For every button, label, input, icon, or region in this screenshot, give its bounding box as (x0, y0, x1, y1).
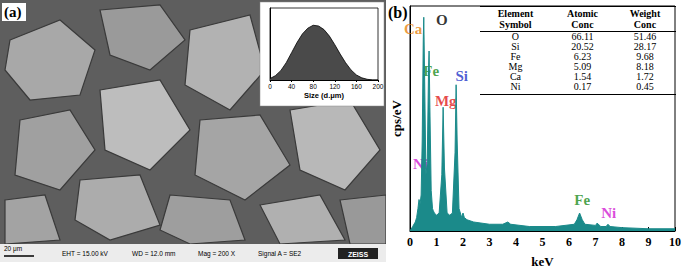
html-text:Conc: Conc (571, 19, 594, 30)
html-text:8.18: 8.18 (636, 61, 654, 72)
svg-text:(a): (a) (4, 4, 22, 21)
svg-text:0: 0 (268, 83, 272, 90)
html-text:20.52: 20.52 (571, 41, 594, 52)
svg-text:2: 2 (460, 235, 466, 249)
svg-text:40: 40 (288, 83, 296, 90)
html-text:0.17: 0.17 (573, 81, 592, 92)
svg-text:EHT = 15.00 kV: EHT = 15.00 kV (62, 250, 109, 257)
svg-text:Signal A = SE2: Signal A = SE2 (258, 250, 302, 258)
svg-text:200: 200 (373, 83, 384, 90)
svg-text:O: O (436, 12, 448, 28)
svg-text:8: 8 (619, 235, 625, 249)
html-text:Symbol: Symbol (499, 19, 532, 30)
html-text:(b): (b) (388, 4, 408, 21)
svg-text:120: 120 (329, 83, 340, 90)
svg-text:20 μm: 20 μm (4, 245, 22, 253)
svg-text:Fe: Fe (423, 63, 439, 79)
svg-text:3: 3 (487, 235, 493, 249)
svg-text:9: 9 (646, 235, 652, 249)
html-text:Ca: Ca (509, 71, 521, 82)
svg-text:80: 80 (310, 83, 318, 90)
svg-text:Ni: Ni (601, 205, 616, 221)
html-text:66.11: 66.11 (571, 31, 594, 42)
html-text:Weight: Weight (629, 8, 661, 19)
svg-text:cps/eV: cps/eV (389, 99, 404, 136)
svg-text:Si: Si (455, 68, 468, 84)
svg-text:Mag = 200 X: Mag = 200 X (198, 250, 236, 258)
html-text:Atomic: Atomic (566, 8, 598, 19)
html-text:Conc: Conc (633, 19, 657, 30)
svg-text:Ni: Ni (413, 155, 429, 172)
svg-text:1: 1 (434, 235, 440, 249)
svg-text:6: 6 (566, 235, 572, 249)
svg-text:keV: keV (531, 254, 554, 269)
svg-text:5: 5 (540, 235, 546, 249)
html-text:Element: Element (497, 8, 534, 19)
html-text:Ni: Ni (510, 81, 521, 92)
svg-text:ZEISS: ZEISS (348, 251, 369, 258)
html-text:5.09: 5.09 (573, 61, 592, 72)
svg-text:WD = 12.0 mm: WD = 12.0 mm (132, 250, 176, 257)
html-text:Si: Si (511, 41, 520, 52)
html-text:28.17: 28.17 (633, 41, 657, 52)
html-text:6.23: 6.23 (573, 51, 592, 62)
html-text:1.72: 1.72 (636, 71, 654, 82)
html-text:1.54: 1.54 (573, 71, 592, 82)
svg-text:Ca: Ca (404, 21, 423, 37)
svg-text:7: 7 (593, 235, 599, 249)
svg-text:Mg: Mg (435, 93, 457, 109)
html-text:Fe: Fe (510, 51, 521, 62)
html-text:0.45: 0.45 (636, 81, 654, 92)
svg-text:Fe: Fe (574, 192, 590, 208)
svg-text:Size (d.μm): Size (d.μm) (304, 91, 345, 100)
svg-text:10: 10 (669, 235, 681, 249)
html-text:Mg: Mg (508, 61, 523, 72)
svg-text:0: 0 (407, 235, 413, 249)
html-text:51.46: 51.46 (633, 31, 657, 42)
html-text:O: O (511, 31, 520, 42)
svg-text:160: 160 (351, 83, 362, 90)
html-text:9.68: 9.68 (636, 51, 654, 62)
svg-text:4: 4 (513, 235, 519, 249)
